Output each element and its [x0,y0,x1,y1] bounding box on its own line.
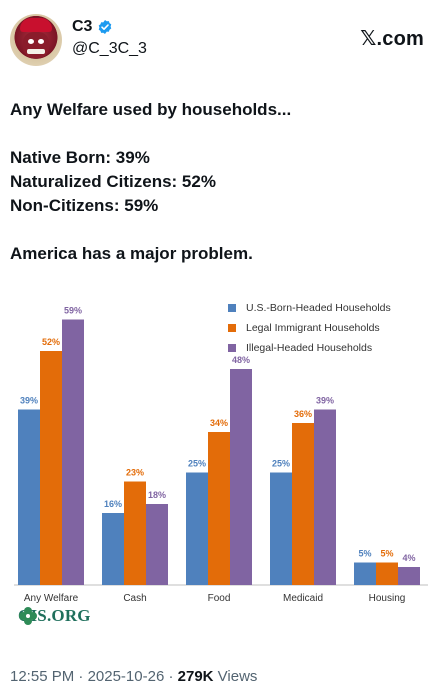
bar [124,481,146,585]
tweet-line: Any Welfare used by households... [10,100,292,119]
bar [102,513,124,585]
data-label: 23% [126,468,144,478]
data-label: 48% [232,355,250,365]
bar [62,319,84,585]
legend-item: Legal Immigrant Households [228,318,391,338]
category-label: Cash [123,593,146,604]
bar [208,432,230,585]
bar [230,369,252,585]
bar [186,472,208,585]
author-handle[interactable]: @C_3C_3 [72,40,147,57]
avatar[interactable] [10,14,62,66]
tweet-date[interactable]: 2025-10-26 [87,668,165,685]
data-label: 18% [148,490,166,500]
data-label: 25% [188,459,206,469]
tweet-line: Non-Citizens: 59% [10,196,159,215]
data-label: 25% [272,459,290,469]
cis-logo-text: CIS.ORG [18,606,91,625]
data-label: 39% [316,396,334,406]
data-label: 59% [64,306,82,316]
chart-canvas: 39% 52% 59% Any Welfare 16% 23% 18% Cash 25% 34% 4… [14,306,428,604]
data-label: 39% [20,396,38,406]
data-label: 16% [104,499,122,509]
tweet-meta: 12:55 PM · 2025-10-26 · 279K Views [10,668,257,685]
legend-label: U.S.-Born-Headed Households [246,302,391,314]
tweet-line: Native Born: 39% [10,148,150,167]
data-label: 4% [402,553,415,563]
meta-separator: · [168,668,174,685]
bar [354,562,376,585]
bar [270,472,292,585]
category-label: Any Welfare [24,593,79,604]
views-count: 279K [177,668,214,685]
cis-logo: CIS.ORG [18,606,91,626]
tweet-text: Any Welfare used by households... Native… [10,98,430,266]
legend-swatch [228,324,236,332]
views-label: Views [217,668,258,685]
display-name[interactable]: C3 [72,18,93,35]
tweet-line: Naturalized Citizens: 52% [10,172,216,191]
legend-swatch [228,344,236,352]
cis-clover-icon [19,607,37,625]
bar [292,423,314,585]
tweet-header: C3 @C_3C_3 𝕏.com [10,14,430,70]
data-label: 52% [42,337,60,347]
chart-legend: U.S.-Born-Headed Households Legal Immigr… [228,298,391,358]
bar [18,409,40,585]
x-logo: 𝕏.com [360,28,424,50]
bar [146,504,168,585]
bar [314,409,336,585]
data-label: 5% [358,549,371,559]
legend-label: Illegal-Headed Households [246,342,373,354]
bar [40,351,62,585]
data-label: 34% [210,418,228,428]
legend-swatch [228,304,236,312]
author-name-row: C3 [72,18,113,36]
legend-label: Legal Immigrant Households [246,322,380,334]
category-label: Medicaid [283,593,323,604]
data-label: 36% [294,409,312,419]
legend-item: Illegal-Headed Households [228,338,391,358]
tweet-line: America has a major problem. [10,244,253,263]
category-label: Housing [369,593,406,604]
welfare-bar-chart: 39% 52% 59% Any Welfare 16% 23% 18% Cash 25% 34% 4… [8,290,432,640]
tweet-time[interactable]: 12:55 PM [10,668,75,685]
verified-badge-icon [99,20,112,34]
data-label: 5% [380,549,393,559]
meta-separator: · [78,668,84,685]
bar [398,567,420,585]
bar [376,562,398,585]
category-label: Food [208,593,231,604]
legend-item: U.S.-Born-Headed Households [228,298,391,318]
